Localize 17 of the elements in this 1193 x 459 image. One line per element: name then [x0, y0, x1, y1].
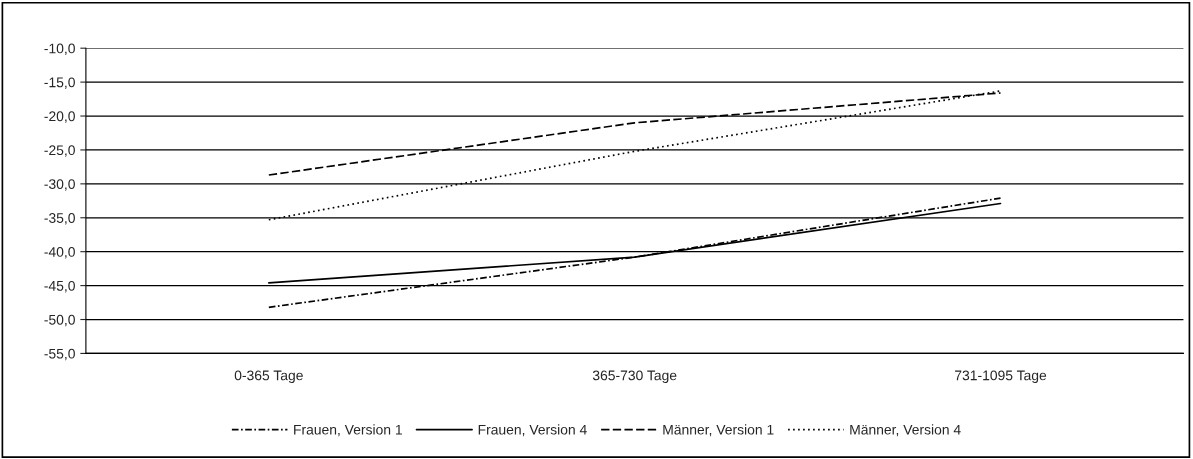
y-tick-label: -25,0: [44, 145, 75, 157]
y-tick-label: -45,0: [44, 280, 75, 293]
x-tick-label: 0-365 Tage: [234, 370, 303, 384]
y-tick-label: -40,0: [44, 247, 75, 259]
legend-label: Männer, Version 1: [663, 424, 774, 437]
y-tick-label: -55,0: [44, 348, 75, 361]
legend-label: Frauen, Version 4: [478, 424, 587, 437]
y-tick-label: -20,0: [44, 111, 75, 123]
legend-label: Frauen, Version 1: [294, 424, 402, 437]
y-tick-label: -35,0: [44, 213, 75, 225]
y-tick-label: -50,0: [44, 314, 75, 327]
x-tick-label: 365-730 Tage: [592, 370, 677, 384]
y-tick-label: -30,0: [44, 179, 75, 191]
y-tick-label: -10,0: [44, 43, 75, 55]
y-tick-label: -15,0: [44, 77, 75, 89]
legend-label: Männer, Version 4: [850, 424, 961, 437]
x-tick-label: 731-1095 Tage: [955, 370, 1047, 384]
